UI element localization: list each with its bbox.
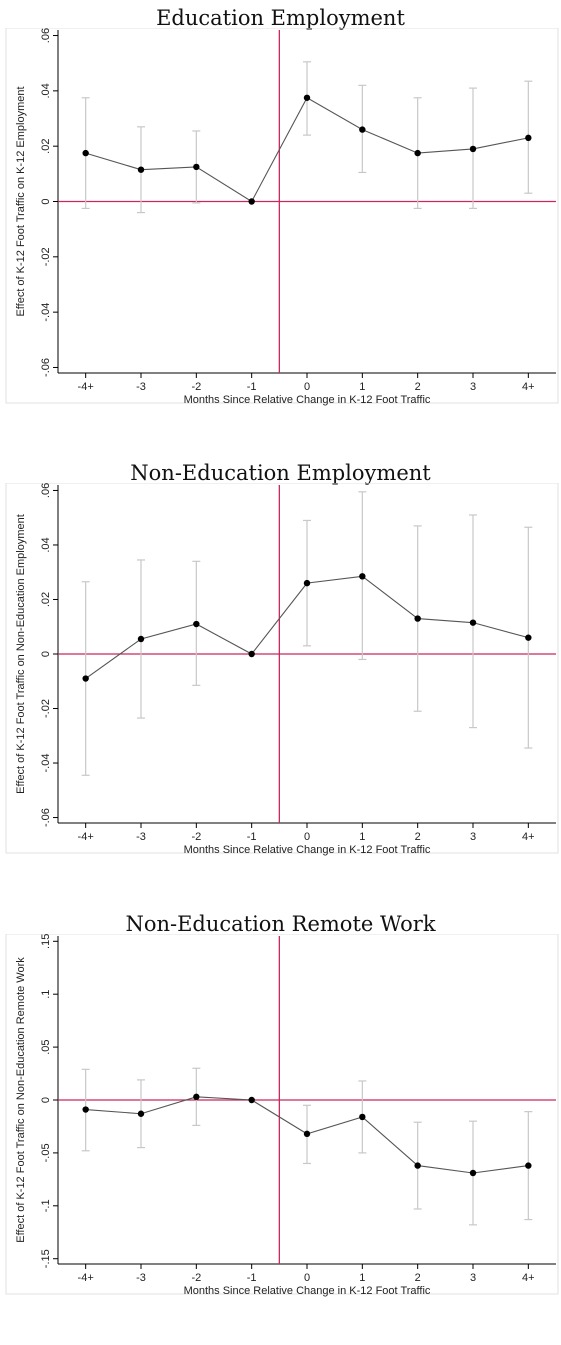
data-point <box>359 126 366 133</box>
data-point <box>414 615 421 622</box>
x-tick-label: -3 <box>136 831 146 843</box>
y-tick-label: -.04 <box>40 303 52 322</box>
x-tick-label: -3 <box>136 381 146 393</box>
y-tick-label: .02 <box>40 139 52 154</box>
x-tick-label: 3 <box>470 381 476 393</box>
x-axis-label: Months Since Relative Change in K-12 Foo… <box>184 394 431 406</box>
data-point <box>82 149 89 157</box>
x-tick-label: -2 <box>191 381 201 393</box>
x-tick-label: 2 <box>415 381 421 393</box>
chart-non-education-remote-work: .15 .1 .05 0 -.05 -.1 -.15 -4+ -3 -2 -1 0 1 2 3 4+ Month… <box>5 934 559 1297</box>
y-axis-label: Effect of K-12 Foot Traffic on Non-Educa… <box>15 514 27 794</box>
x-tick-label: -1 <box>247 381 257 393</box>
plot-border <box>5 934 559 1295</box>
data-point <box>525 1162 532 1169</box>
x-tick-label: -2 <box>191 831 201 843</box>
data-point <box>469 619 477 626</box>
x-axis-label: Months Since Relative Change in K-12 Foo… <box>184 844 431 856</box>
x-tick-label: -1 <box>247 831 257 843</box>
y-tick-label: -.06 <box>40 358 52 377</box>
y-tick-label: 0 <box>40 651 52 657</box>
y-tick-label: .04 <box>40 537 52 552</box>
data-point <box>82 675 89 682</box>
data-point <box>359 573 366 580</box>
data-point <box>414 1162 421 1169</box>
data-point <box>193 163 200 171</box>
chart-education-employment: .06 .04 .02 0 -.02 -.04 -.06 -4+ -3 -2 -1 0 1 2 3 4+ Mon… <box>5 28 559 406</box>
y-tick-label: -.02 <box>40 699 52 718</box>
data-point <box>469 145 477 153</box>
data-point <box>82 1106 89 1113</box>
y-tick-label: .02 <box>40 592 52 607</box>
data-point <box>469 1169 477 1177</box>
data-point <box>525 134 532 142</box>
plot-border <box>5 28 559 404</box>
data-point <box>137 166 145 173</box>
y-axis-label: Effect of K-12 Foot Traffic on Non-Educa… <box>15 957 27 1243</box>
x-tick-label: -4+ <box>78 381 94 393</box>
x-tick-label: -4+ <box>78 1272 94 1284</box>
x-axis-label: Months Since Relative Change in K-12 Foo… <box>184 1285 431 1297</box>
y-tick-label: .1 <box>40 990 52 999</box>
y-axis-label: Effect of K-12 Foot Traffic on K-12 Empl… <box>15 86 27 316</box>
x-tick-label: 2 <box>415 1272 421 1284</box>
data-point <box>303 1130 311 1138</box>
y-tick-label: 0 <box>40 198 52 204</box>
plot-border <box>5 483 559 854</box>
x-tick-label: 0 <box>304 381 310 393</box>
data-point <box>248 1096 255 1104</box>
y-tick-label: .06 <box>40 28 52 43</box>
chart-title: Non-Education Remote Work <box>125 912 436 936</box>
data-point <box>525 634 532 641</box>
x-tick-label: -4+ <box>78 831 94 843</box>
y-tick-label: 0 <box>40 1097 52 1103</box>
chart-title: Education Employment <box>156 6 405 30</box>
x-tick-label: 4+ <box>522 831 535 843</box>
chart-title: Non-Education Employment <box>130 461 431 485</box>
y-tick-label: -.05 <box>40 1143 52 1162</box>
x-tick-label: 2 <box>415 831 421 843</box>
data-point <box>303 579 311 587</box>
data-point <box>414 149 421 157</box>
x-tick-label: 3 <box>470 831 476 843</box>
y-tick-label: .05 <box>40 1039 52 1054</box>
y-tick-label: .15 <box>40 934 52 949</box>
y-tick-label: .06 <box>40 483 52 498</box>
y-tick-label: .04 <box>40 83 52 98</box>
chart-non-education-employment: .06 .04 .02 0 -.02 -.04 -.06 -4+ -3 -2 -1 0 1 2 3 4+ Mon… <box>5 483 559 856</box>
y-tick-label: -.15 <box>40 1249 52 1268</box>
data-point <box>193 1093 200 1101</box>
data-point <box>359 1113 366 1121</box>
data-point <box>248 650 255 658</box>
x-tick-label: 4+ <box>522 1272 535 1284</box>
y-tick-label: -.02 <box>40 247 52 266</box>
x-tick-label: 1 <box>359 1272 365 1284</box>
x-tick-label: -1 <box>247 1272 257 1284</box>
x-tick-label: 0 <box>304 831 310 843</box>
y-tick-label: -.04 <box>40 754 52 773</box>
x-tick-label: 4+ <box>522 381 535 393</box>
data-point <box>137 635 145 643</box>
x-tick-label: -2 <box>191 1272 201 1284</box>
x-tick-label: 0 <box>304 1272 310 1284</box>
x-tick-label: 1 <box>359 381 365 393</box>
y-tick-label: -.06 <box>40 808 52 827</box>
data-point <box>303 94 311 101</box>
x-tick-label: 3 <box>470 1272 476 1284</box>
y-tick-label: -.1 <box>40 1199 52 1212</box>
data-point <box>193 620 200 628</box>
x-tick-label: 1 <box>359 831 365 843</box>
data-point <box>137 1110 145 1117</box>
x-tick-label: -3 <box>136 1272 146 1284</box>
data-point <box>248 198 255 205</box>
